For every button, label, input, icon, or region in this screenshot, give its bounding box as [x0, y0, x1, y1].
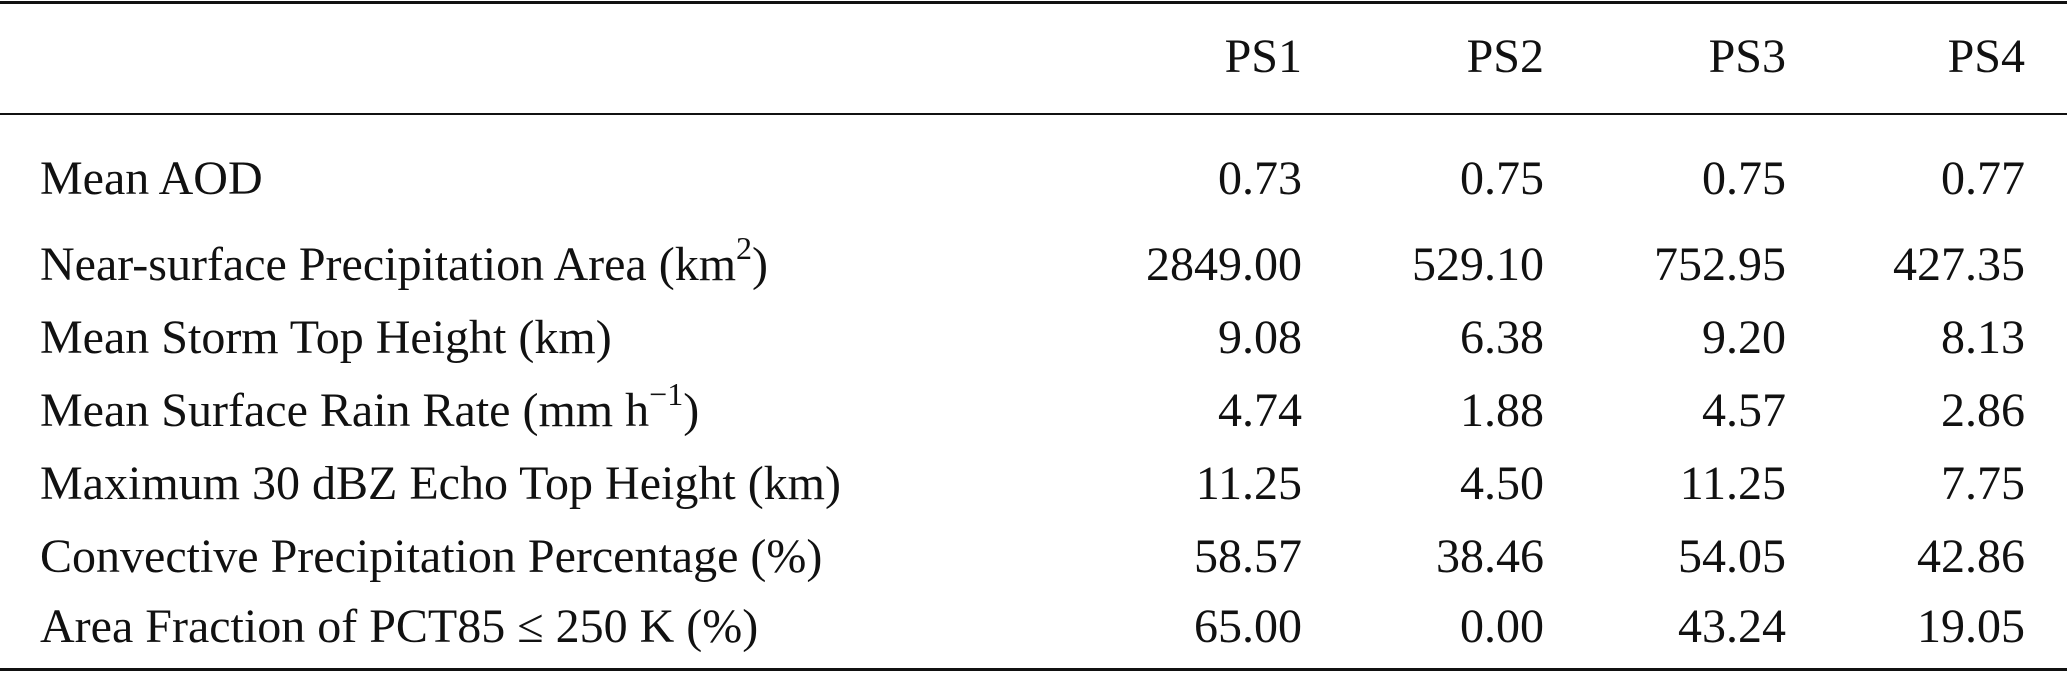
row-label: Convective Precipitation Percentage (%): [40, 529, 823, 583]
row-label: Near-surface Precipitation Area (km2): [0, 228, 1040, 301]
table-cell: 0.75: [1702, 152, 1786, 205]
table-cell: 11.25: [1679, 456, 1786, 510]
header-rule: [0, 113, 2067, 115]
table-row: Mean Surface Rain Rate (mm h−1) 4.74 1.8…: [0, 374, 2067, 447]
row-label-suffix: ): [752, 237, 769, 291]
table-cell: 42.86: [1917, 529, 2025, 583]
table-cell: 4.57: [1702, 383, 1786, 437]
table-cell: 7.75: [1941, 456, 2025, 510]
table-row: Maximum 30 dBZ Echo Top Height (km) 11.2…: [0, 447, 2067, 520]
column-header: PS3: [1708, 30, 1786, 83]
table-cell: 0.77: [1941, 152, 2025, 205]
top-rule: [0, 1, 2067, 4]
row-label-superscript: −1: [649, 375, 684, 412]
table-header: PS1 PS2 PS3 PS4: [0, 0, 2067, 114]
bottom-rule: [0, 668, 2067, 671]
table-cell: 0.75: [1460, 152, 1544, 205]
row-label: Mean AOD: [40, 152, 263, 205]
table-row: Convective Precipitation Percentage (%) …: [0, 520, 2067, 593]
table-cell: 0.73: [1218, 152, 1302, 205]
table-cell: 529.10: [1412, 237, 1544, 291]
row-label: Area Fraction of PCT85 ≤ 250 K (%): [40, 599, 759, 653]
table-cell: 6.38: [1460, 310, 1544, 364]
table-cell: 38.46: [1436, 529, 1544, 583]
row-label-text: Near-surface Precipitation Area (km: [40, 237, 737, 291]
column-header: PS1: [1224, 30, 1302, 83]
table-cell: 58.57: [1194, 529, 1302, 583]
column-header: PS4: [1947, 30, 2025, 83]
table-cell: 427.35: [1893, 237, 2025, 291]
table-cell: 4.50: [1460, 456, 1544, 510]
table-cell: 9.20: [1702, 310, 1786, 364]
table-body: Mean AOD 0.73 0.75 0.75 0.77 Near-surfac…: [0, 114, 2067, 672]
row-label: Mean Surface Rain Rate (mm h−1): [0, 374, 1040, 447]
table-cell: 19.05: [1917, 599, 2025, 653]
table-cell: 65.00: [1194, 599, 1302, 653]
table-row: Area Fraction of PCT85 ≤ 250 K (%) 65.00…: [0, 593, 2067, 672]
row-label: Mean Storm Top Height (km): [40, 310, 612, 364]
table-cell: 54.05: [1678, 529, 1786, 583]
table-cell: 2849.00: [1146, 237, 1302, 291]
table-row: Mean Storm Top Height (km) 9.08 6.38 9.2…: [0, 301, 2067, 374]
table-cell: 0.00: [1460, 599, 1544, 653]
table-cell: 752.95: [1654, 237, 1786, 291]
table-cell: 2.86: [1941, 383, 2025, 437]
table-cell: 4.74: [1218, 383, 1302, 437]
table-cell: 8.13: [1941, 310, 2025, 364]
table-cell: 1.88: [1460, 383, 1544, 437]
header-blank-cell: [0, 0, 1040, 114]
row-label-superscript: 2: [736, 229, 753, 266]
row-label: Maximum 30 dBZ Echo Top Height (km): [40, 456, 841, 510]
row-label-suffix: ): [683, 383, 700, 437]
table-row: Mean AOD 0.73 0.75 0.75 0.77: [0, 114, 2067, 228]
table-cell: 43.24: [1678, 599, 1786, 653]
column-header: PS2: [1466, 30, 1544, 83]
table-cell: 11.25: [1195, 456, 1302, 510]
row-label-text: Mean Surface Rain Rate (mm h: [40, 383, 650, 437]
table-row: Near-surface Precipitation Area (km2) 28…: [0, 228, 2067, 301]
table-cell: 9.08: [1218, 310, 1302, 364]
